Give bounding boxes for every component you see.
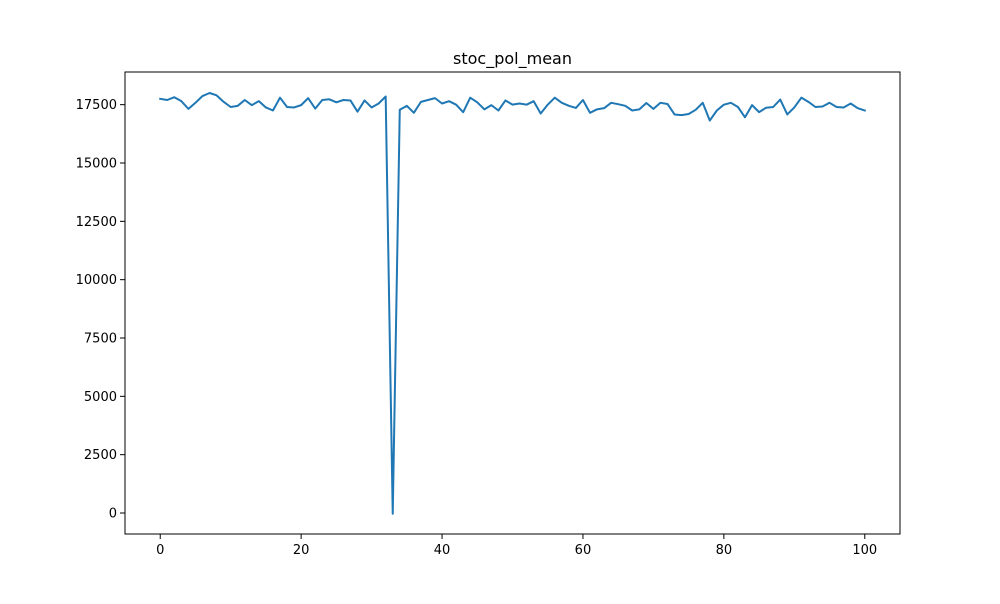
y-tick-label: 2500 <box>84 448 117 463</box>
x-tick-label: 100 <box>852 543 877 558</box>
y-tick-label: 5000 <box>84 390 117 405</box>
y-tick-label: 12500 <box>76 215 117 230</box>
series-line <box>159 92 867 515</box>
x-tick-label: 20 <box>293 543 310 558</box>
y-tick-label: 15000 <box>76 157 117 172</box>
x-tick-label: 40 <box>434 543 451 558</box>
y-tick-label: 10000 <box>76 273 117 288</box>
x-tick-label: 0 <box>156 543 164 558</box>
y-tick-label: 0 <box>109 507 117 522</box>
y-tick-label: 17500 <box>76 98 117 113</box>
x-tick-label: 60 <box>575 543 592 558</box>
axes-frame <box>124 71 901 535</box>
y-tick-label: 7500 <box>84 332 117 347</box>
x-tick-label: 80 <box>716 543 733 558</box>
chart-title: stoc_pol_mean <box>453 49 572 69</box>
plot-area: 0 20 40 60 80 100 0 2500 5000 7500 10000 12500 15000… <box>76 71 901 558</box>
